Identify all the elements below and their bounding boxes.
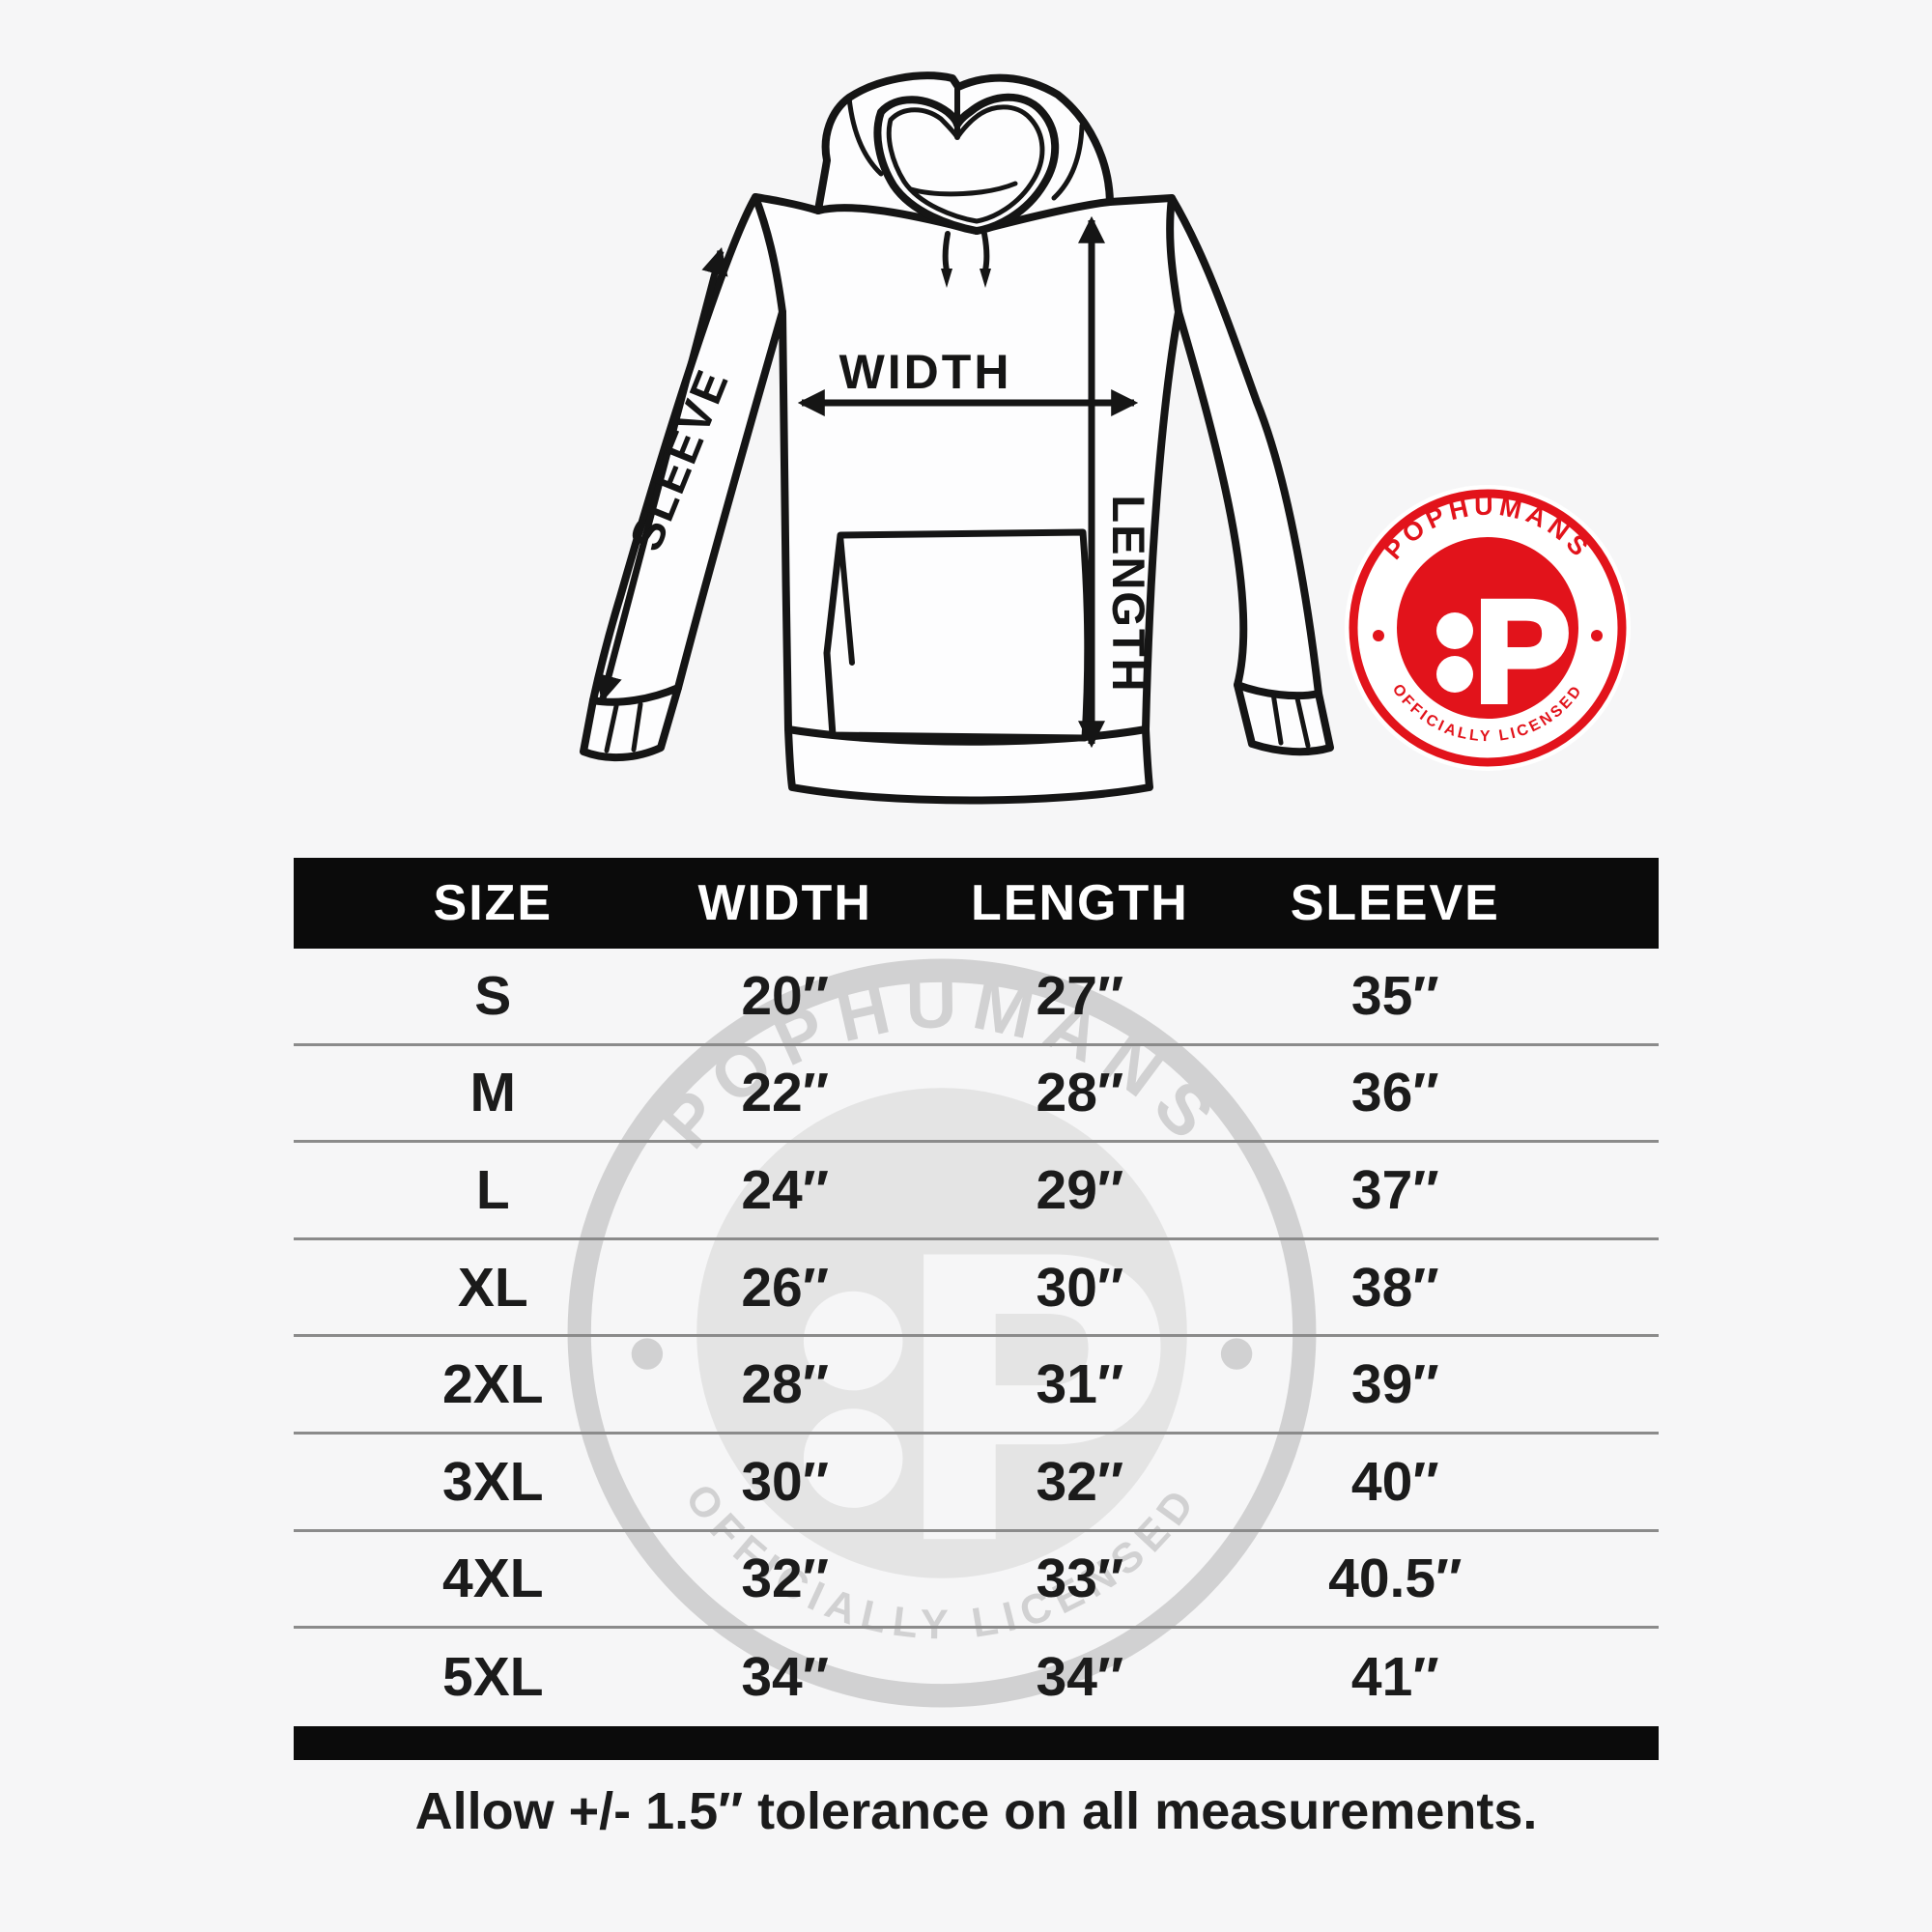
table-row: 3XL 30″ 32″ 40″ (294, 1435, 1659, 1532)
cell-size: M (469, 1062, 517, 1124)
width-label: WIDTH (839, 345, 1012, 399)
cell-width: 28″ (741, 1353, 830, 1416)
pocket-opening-seam (838, 532, 855, 666)
cell-length: 32″ (1036, 1450, 1124, 1513)
cell-size: L (475, 1158, 510, 1221)
cell-size: XL (457, 1256, 528, 1319)
hood-opening-inner-rim (886, 104, 1045, 224)
table-row: 4XL 32″ 33″ 40.5″ (294, 1532, 1659, 1630)
cell-length: 29″ (1036, 1158, 1124, 1221)
header-length: LENGTH (970, 875, 1189, 931)
tolerance-note: Allow +/- 1.5″ tolerance on all measurem… (414, 1781, 1538, 1840)
cell-width: 24″ (741, 1158, 830, 1221)
length-label: LENGTH (1103, 495, 1154, 693)
header-sleeve: SLEEVE (1290, 875, 1500, 931)
watermark-ring (567, 958, 1317, 1708)
badge-side-dot-right (1591, 630, 1603, 641)
hoodie-diagram: WIDTH LENGTH SLEEVE (580, 71, 1334, 805)
cell-width: 20″ (741, 964, 830, 1027)
cell-width: 30″ (741, 1450, 830, 1513)
badge-colon-dot-bottom (1436, 656, 1473, 693)
cell-size: 3XL (442, 1450, 544, 1513)
licensed-badge: POPHUMANS OFFICIALLY LICENSED P (1345, 485, 1631, 771)
cell-width: 22″ (741, 1062, 830, 1124)
cell-size: 2XL (442, 1353, 544, 1416)
cell-length: 33″ (1036, 1548, 1124, 1610)
drawstring-left (942, 231, 951, 273)
watermark-monogram: P (905, 1177, 1166, 1614)
cell-width: 26″ (741, 1256, 830, 1319)
drawstring-aglets (941, 269, 991, 288)
cell-sleeve: 37″ (1350, 1158, 1439, 1221)
cell-length: 31″ (1036, 1353, 1124, 1416)
watermark-colon-dot-top (803, 1291, 903, 1391)
table-bottom-bar (294, 1725, 1659, 1760)
cell-size: 5XL (442, 1646, 544, 1709)
size-table: SIZE WIDTH LENGTH SLEEVE S 20″ 27″ 35″ M… (294, 858, 1659, 1841)
badge-side-dot-left (1373, 630, 1384, 641)
badge-colon-dot-top (1436, 612, 1473, 649)
cell-length: 34″ (1036, 1646, 1124, 1709)
watermark-side-dot-right (1220, 1338, 1253, 1370)
table-row: L 24″ 29″ 37″ (294, 1143, 1659, 1240)
table-row: XL 26″ 30″ 38″ (294, 1240, 1659, 1338)
measure-arrows (595, 215, 1139, 749)
cell-size: 4XL (442, 1548, 544, 1610)
cell-sleeve: 36″ (1350, 1062, 1439, 1124)
cell-width: 34″ (741, 1646, 830, 1709)
armhole-seam-right (1166, 194, 1182, 316)
badge-ring (1349, 489, 1627, 767)
hood-folds (846, 95, 1085, 201)
cell-sleeve: 40″ (1350, 1450, 1439, 1513)
header-size: SIZE (433, 875, 554, 931)
table-row: 5XL 34″ 34″ 41″ (294, 1629, 1659, 1726)
cell-length: 27″ (1036, 964, 1124, 1027)
cell-sleeve: 38″ (1350, 1256, 1439, 1319)
cell-sleeve: 40.5″ (1328, 1548, 1463, 1610)
cell-width: 32″ (741, 1548, 830, 1610)
armhole-seam-left (752, 193, 786, 316)
header-width: WIDTH (697, 875, 872, 931)
cell-sleeve: 35″ (1350, 964, 1439, 1027)
table-row: S 20″ 27″ 35″ (294, 949, 1659, 1046)
watermark-side-dot-left (631, 1338, 664, 1370)
cell-sleeve: 39″ (1350, 1353, 1439, 1416)
cuff-right-seam (1234, 681, 1322, 700)
table-row: 2XL 28″ 31″ 39″ (294, 1337, 1659, 1435)
brand-watermark: POPHUMANS OFFICIALLY LICENSED P (567, 958, 1317, 1708)
cell-size: S (474, 964, 512, 1027)
cell-sleeve: 41″ (1350, 1646, 1439, 1709)
cuff-ribs (604, 691, 1311, 753)
hood-chin-seam (908, 181, 1018, 197)
badge-monogram: P (1474, 570, 1571, 732)
cell-length: 28″ (1036, 1062, 1124, 1124)
cell-length: 30″ (1036, 1256, 1124, 1319)
drawstring-right (981, 231, 990, 273)
table-row: M 22″ 28″ 36″ (294, 1046, 1659, 1144)
table-header-bar: SIZE WIDTH LENGTH SLEEVE (294, 858, 1659, 949)
pocket (823, 528, 1092, 742)
sleeve-arrow (595, 246, 728, 703)
